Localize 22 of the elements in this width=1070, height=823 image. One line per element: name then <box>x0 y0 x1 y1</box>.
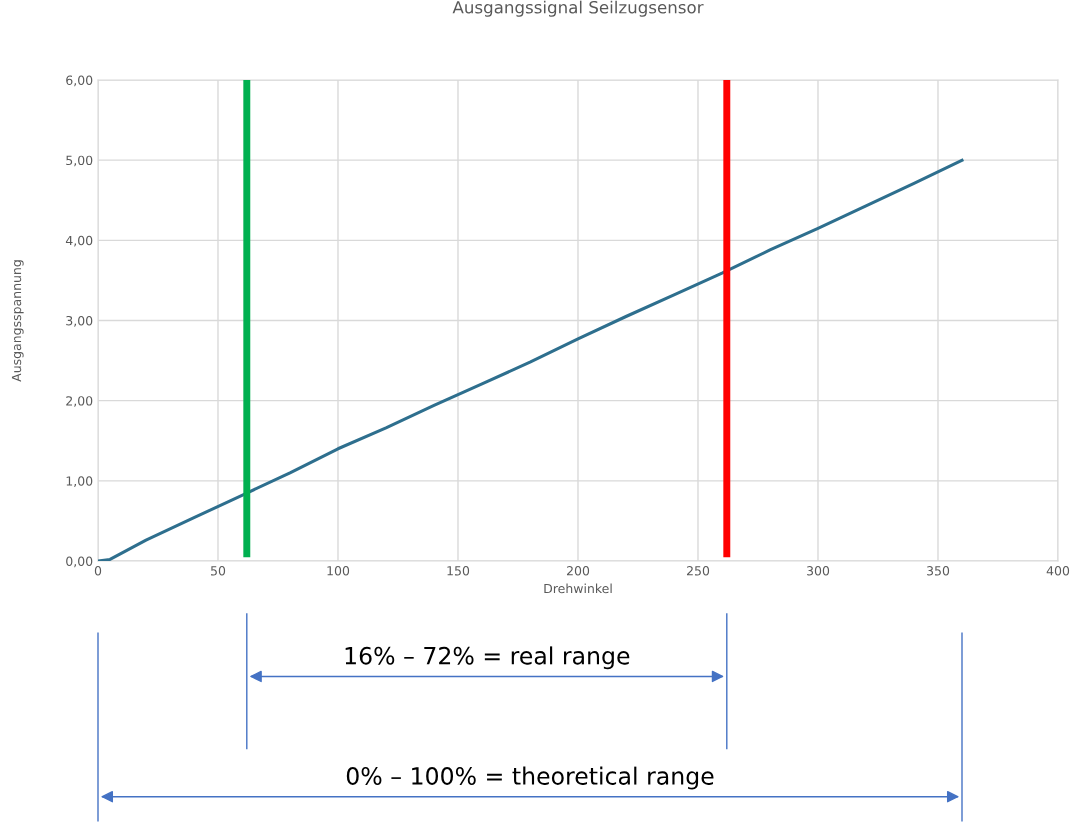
y-tick-label: 6,00 <box>66 75 93 87</box>
x-tick-label: 0 <box>94 566 102 576</box>
chart-title: Ausgangssignal Seilzugsensor <box>452 0 704 17</box>
x-axis-title: Drehwinkel <box>544 583 612 594</box>
text: 0% – 100% = theoretical range <box>346 766 714 790</box>
x-tick-label: 100 <box>327 566 350 576</box>
x-tick-label: 250 <box>686 566 710 576</box>
y-tick-label: 4,00 <box>65 235 93 247</box>
text: 16% – 72% = real range <box>345 646 630 670</box>
x-tick-label: 350 <box>927 566 950 576</box>
x-tick-label: 400 <box>1046 566 1070 576</box>
x-tick-label: 300 <box>807 566 830 576</box>
y-axis-title: Ausgangsspannung <box>11 260 24 382</box>
y-tick-label: 0,00 <box>66 556 93 568</box>
x-tick-label: 200 <box>566 566 590 576</box>
x-tick-label: 150 <box>447 566 470 576</box>
line-series <box>98 158 964 561</box>
y-tick-label: 1,00 <box>66 476 93 488</box>
y-tick-label: 5,00 <box>66 155 93 167</box>
y-tick-label: 3,00 <box>66 315 93 327</box>
x-tick-label: 50 <box>211 566 226 576</box>
y-tick-label: 2,00 <box>66 396 93 407</box>
